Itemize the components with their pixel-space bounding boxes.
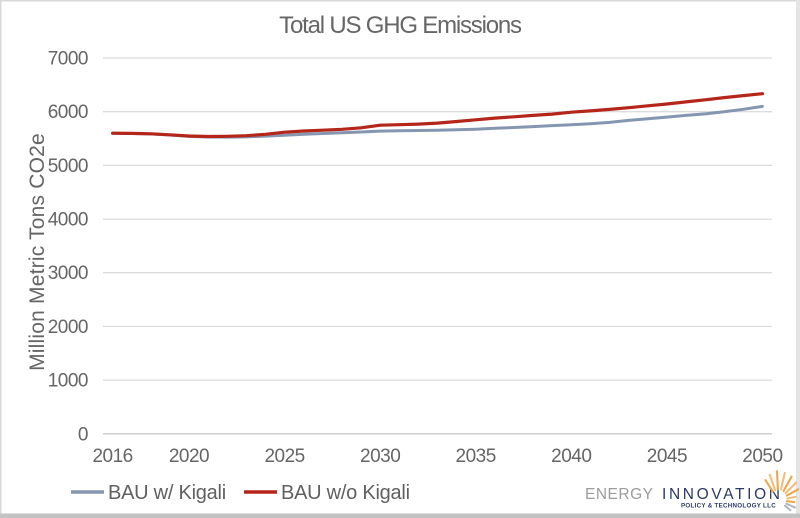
svg-text:BAU w/ Kigali: BAU w/ Kigali (108, 482, 226, 504)
svg-text:2000: 2000 (48, 317, 88, 338)
svg-text:4000: 4000 (48, 210, 88, 231)
svg-text:Total US GHG Emissions: Total US GHG Emissions (279, 12, 522, 39)
svg-text:Million Metric Tons CO2e: Million Metric Tons CO2e (26, 133, 49, 371)
svg-text:5000: 5000 (48, 156, 88, 177)
svg-text:2030: 2030 (360, 446, 400, 467)
svg-text:POLICY & TECHNOLOGY LLC: POLICY & TECHNOLOGY LLC (681, 503, 776, 510)
svg-text:2040: 2040 (551, 446, 591, 467)
svg-text:2025: 2025 (264, 446, 304, 467)
svg-text:2050: 2050 (742, 446, 782, 467)
svg-text:2020: 2020 (169, 446, 209, 467)
svg-text:2035: 2035 (456, 446, 496, 467)
svg-text:2016: 2016 (92, 446, 132, 467)
svg-text:7000: 7000 (48, 49, 88, 70)
svg-text:BAU w/o Kigali: BAU w/o Kigali (281, 482, 410, 504)
svg-text:ENERGY: ENERGY (585, 486, 653, 503)
svg-text:3000: 3000 (48, 263, 88, 284)
svg-text:1000: 1000 (48, 371, 88, 392)
svg-text:INNOVATION: INNOVATION (662, 486, 783, 503)
svg-text:6000: 6000 (48, 102, 88, 123)
svg-text:0: 0 (78, 424, 88, 445)
svg-text:2045: 2045 (647, 446, 687, 467)
